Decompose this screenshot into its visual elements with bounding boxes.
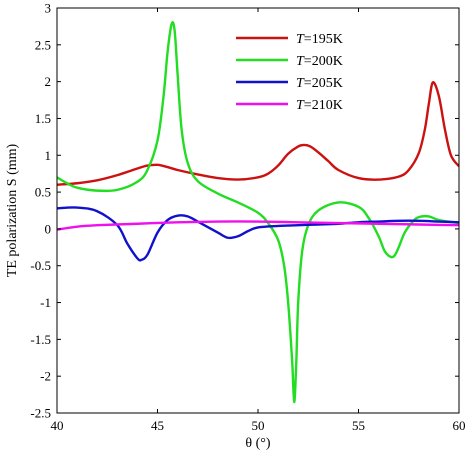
legend-label: T=210K: [296, 98, 343, 113]
y-tick-label: 3: [45, 1, 52, 16]
x-tick-label: 55: [352, 418, 365, 433]
y-axis-label: TE polarization S (mm): [5, 143, 20, 277]
x-tick-label: 40: [51, 418, 64, 433]
series-line-t-200k: [57, 21, 459, 404]
y-tick-label: -1.5: [30, 332, 51, 347]
y-tick-label: 2: [45, 74, 52, 89]
legend-label: T=195K: [296, 32, 343, 47]
legend-label: T=205K: [296, 76, 343, 91]
x-tick-label: 45: [151, 418, 164, 433]
series-line-t-210k: [57, 220, 459, 231]
y-tick-label: 0: [45, 221, 52, 236]
legend-label: T=200K: [296, 54, 343, 69]
y-tick-label: -1: [40, 295, 51, 310]
x-tick-label: 60: [453, 418, 466, 433]
y-tick-label: -2.5: [30, 406, 51, 421]
y-tick-label: -2: [40, 369, 51, 384]
y-tick-label: 0.5: [35, 185, 51, 200]
series-line-t-205k: [57, 206, 459, 262]
plot-frame: [56, 7, 460, 414]
y-tick-label: -0.5: [30, 258, 51, 273]
x-tick-label: 50: [252, 418, 265, 433]
series-line-t-195k: [57, 81, 459, 186]
y-tick-label: 1.5: [35, 111, 51, 126]
plot-series: [57, 21, 459, 404]
x-axis-label: θ (°): [245, 436, 270, 451]
y-tick-label: 2.5: [35, 37, 51, 52]
x-axis-ticks: 40 45 50 55 60: [51, 8, 466, 433]
y-axis-ticks: -2.5 -2 -1.5 -1 -0.5 0 0.5 1 1.5 2 2.5 3: [30, 1, 459, 421]
legend: T=195K T=200K T=205K T=210K: [236, 32, 343, 113]
y-tick-label: 1: [45, 148, 52, 163]
